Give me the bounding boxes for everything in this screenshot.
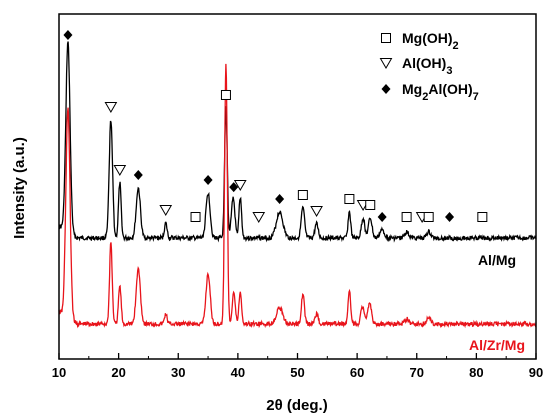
- series-label-al-mg: Al/Mg: [478, 252, 516, 268]
- phase-marker-square: [190, 212, 201, 222]
- phase-marker-triangle: [252, 212, 266, 223]
- x-tick-label: 20: [111, 365, 125, 380]
- legend-label: Mg(OH)2: [402, 30, 459, 52]
- phase-marker-square: [401, 212, 412, 222]
- phase-marker-diamond: [133, 170, 143, 180]
- phase-marker-triangle: [159, 205, 173, 216]
- x-tick-label: 70: [410, 365, 424, 380]
- phase-marker-square: [477, 212, 488, 222]
- x-tick-label: 10: [52, 365, 66, 380]
- legend-label: Al(OH)3: [402, 55, 452, 77]
- x-tick-label: 50: [290, 365, 304, 380]
- phase-marker-triangle: [104, 102, 118, 113]
- series-label-al-zr-mg: Al/Zr/Mg: [469, 337, 525, 353]
- y-axis-label: Intensity (a.u.): [11, 137, 28, 239]
- phase-marker-triangle: [310, 206, 323, 217]
- phase-marker-square: [344, 194, 355, 204]
- series-line: [58, 41, 537, 243]
- phase-marker-triangle: [113, 165, 127, 176]
- phase-marker-diamond: [381, 84, 391, 94]
- phase-marker-square: [297, 190, 308, 200]
- legend-label: Mg2Al(OH)7: [402, 81, 479, 103]
- x-tick-label: 80: [469, 365, 483, 380]
- phase-marker-diamond: [445, 212, 455, 222]
- x-tick-label: 40: [231, 365, 245, 380]
- phase-marker-triangle: [379, 58, 393, 69]
- x-tick-label: 60: [350, 365, 364, 380]
- x-tick-label: 90: [529, 365, 543, 380]
- x-axis-label: 2θ (deg.): [266, 397, 327, 414]
- phase-marker-square: [423, 212, 434, 222]
- phase-marker-square: [220, 89, 231, 100]
- phase-marker-diamond: [377, 212, 387, 222]
- phase-marker-triangle: [233, 179, 247, 191]
- phase-marker-diamond: [63, 30, 73, 40]
- phase-marker-square: [381, 33, 391, 43]
- phase-marker-square: [365, 199, 376, 210]
- phase-marker-diamond: [275, 194, 285, 204]
- phase-marker-diamond: [229, 182, 239, 193]
- phase-marker-diamond: [203, 175, 213, 185]
- plot-frame: [58, 13, 537, 360]
- x-tick-label: 30: [171, 365, 185, 380]
- series-line: [58, 63, 537, 329]
